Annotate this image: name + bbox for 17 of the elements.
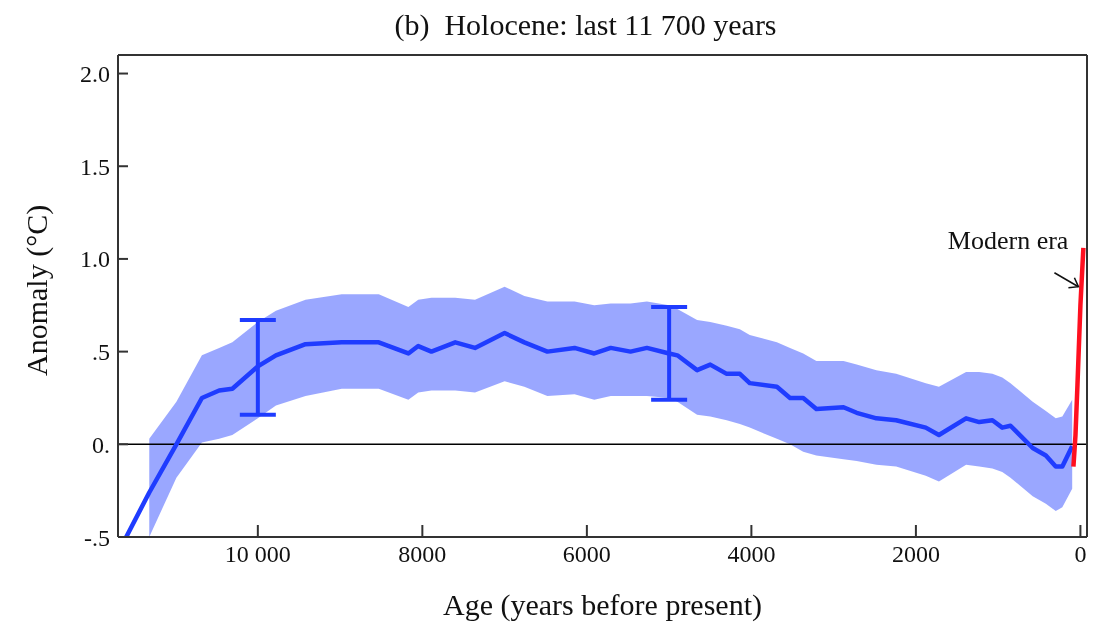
- x-tick-label: 10 000: [224, 541, 291, 568]
- y-tick-label: .5: [92, 339, 110, 366]
- y-tick-label: 0.: [92, 431, 110, 458]
- y-tick-label: 1.0: [80, 246, 110, 273]
- annotation: Modern era: [947, 225, 1069, 255]
- line-series: [1071, 245, 1086, 469]
- x-tick-label: 4000: [727, 541, 776, 568]
- y-axis-title: Anomaly (°C): [19, 204, 54, 376]
- y-tick-label: -.5: [84, 524, 110, 551]
- chart-title: (b) Holocene: last 11 700 years: [393, 8, 778, 42]
- x-axis-title: Age (years before present): [443, 588, 762, 622]
- x-tick-label: 8000: [398, 541, 447, 568]
- x-tick-label: 6000: [562, 541, 611, 568]
- x-tick-label: 0: [1074, 541, 1087, 568]
- y-tick-label: 2.0: [80, 61, 110, 88]
- x-tick-label: 2000: [891, 541, 940, 568]
- y-tick-label: 1.5: [80, 153, 110, 180]
